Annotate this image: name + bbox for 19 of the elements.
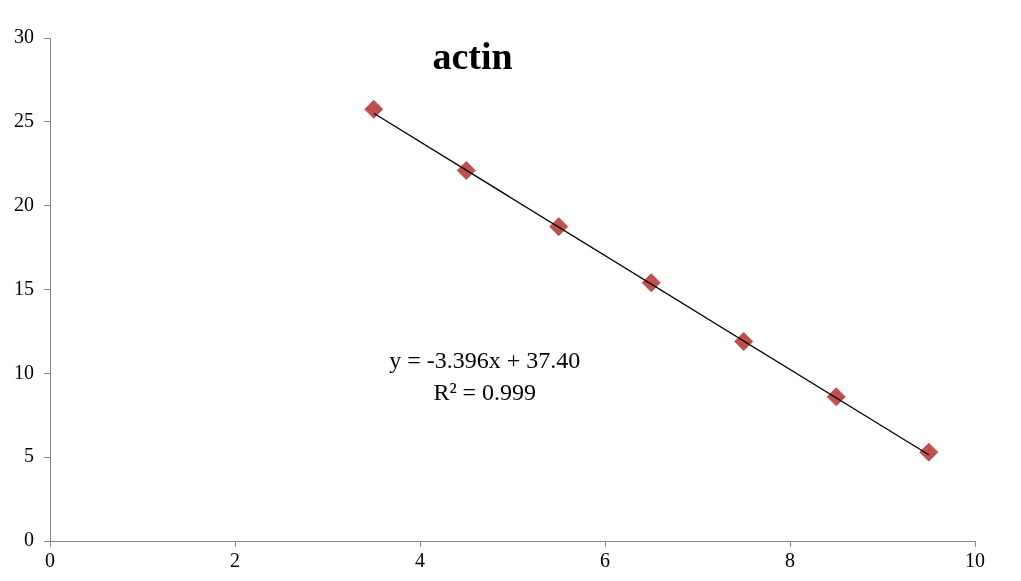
x-tick-label: 8 — [785, 549, 795, 572]
point — [364, 99, 384, 119]
y-tick-label: 5 — [24, 444, 34, 467]
x-tick-label: 4 — [415, 549, 425, 572]
y-tick-label: 15 — [14, 276, 34, 299]
y-tick-label: 25 — [14, 109, 34, 132]
x-tick-label: 10 — [965, 549, 985, 572]
x-tick-label: 2 — [230, 549, 240, 572]
chart-title: actin — [432, 34, 513, 77]
annotation: R² = 0.999 — [433, 378, 537, 405]
y-tick-label: 10 — [14, 360, 34, 383]
y-tick-label: 20 — [14, 192, 34, 215]
point — [734, 331, 754, 351]
point — [919, 442, 939, 462]
y-tick-label: 0 — [24, 528, 34, 551]
x-tick-label: 0 — [45, 549, 55, 572]
y-tick-label: 30 — [14, 25, 34, 48]
x-tick-label: 6 — [600, 549, 610, 572]
annotation: y = -3.396x + 37.40 — [389, 346, 581, 373]
